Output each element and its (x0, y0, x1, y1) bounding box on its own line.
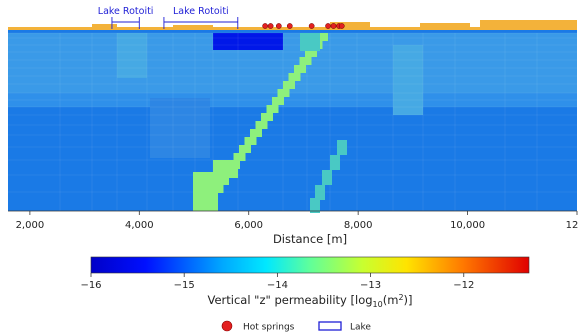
surface-strip (8, 27, 577, 30)
fault-zone-cell (244, 137, 257, 145)
fault-zone-cell (294, 65, 306, 73)
hot-spring-marker (308, 23, 315, 29)
hot-spring-marker (330, 23, 337, 29)
surface-topography (92, 24, 117, 30)
x-tick-label: 8,000 (344, 220, 373, 231)
colorbar-gradient (90, 256, 530, 274)
fault-zone-cell (193, 172, 218, 211)
x-axis-ticks: 2,000 4,000 6,000 8,000 10,000 12 (16, 211, 579, 231)
fault-zone-cell (217, 177, 229, 185)
fault-zone-cell (316, 33, 328, 41)
colorbar-ticks: −16 −15 −14 −13 −12 (80, 273, 474, 291)
fault-zone-cell (283, 81, 295, 89)
colorbar-label: Vertical "z" permeability [log10(m2)] (207, 293, 412, 309)
hot-spring-marker (267, 23, 274, 29)
hot-spring-marker (275, 23, 282, 29)
colorbar-tick-label: −13 (360, 280, 381, 291)
x-axis: 2,000 4,000 6,000 8,000 10,000 12 Distance [m… (8, 210, 579, 246)
lake-legend-marker (318, 321, 342, 331)
x-tick-label: 4,000 (125, 220, 154, 231)
fault-zone-cell (277, 89, 290, 97)
hot-spring-marker (325, 23, 331, 29)
lake-annotations: Lake Rotoiti Lake Rotoiti (98, 6, 239, 29)
fault-zone-cell (330, 155, 340, 170)
fault-zone-cell (337, 140, 347, 155)
fault-zone-cell (310, 198, 320, 213)
fault-zone-cell (266, 105, 279, 113)
lake-label: Lake Rotoiti (98, 6, 154, 17)
lighter-block (393, 45, 423, 115)
fault-zone-cell (299, 57, 312, 65)
hot-spring-marker (262, 23, 268, 29)
mid-block (150, 98, 210, 158)
x-axis-label: Distance [m] (273, 232, 347, 246)
low-permeability-block (213, 33, 283, 50)
x-tick-label: 10,000 (450, 220, 485, 231)
lighter-block (117, 33, 147, 78)
fault-zone-cell (300, 33, 320, 51)
cross-section-plot (8, 20, 577, 213)
colorbar-tick-label: −14 (267, 280, 288, 291)
x-tick-label: 6,000 (234, 220, 263, 231)
fault-zone-cell (213, 160, 238, 178)
colorbar: −16 −15 −14 −13 −12 Vertical "z" permeabilit… (80, 256, 530, 309)
fault-zone-cell (272, 97, 284, 105)
surface-topography (480, 20, 577, 30)
ground-surface (8, 20, 577, 30)
hot-springs-legend-label: Hot springs (243, 323, 295, 333)
fault-zone-cell (315, 185, 325, 200)
x-tick-label: 12 (566, 220, 579, 231)
colorbar-tick-label: −12 (453, 280, 474, 291)
mesh-grid-lines (8, 32, 577, 211)
fault-zone-cell (255, 121, 268, 129)
hot-springs-markers (262, 23, 345, 29)
surface-topography (173, 25, 213, 30)
fault-zone-cell (233, 153, 246, 161)
fault-zone (193, 33, 347, 213)
fault-zone-cell (288, 73, 301, 81)
hot-spring-marker (286, 23, 293, 29)
lake-label: Lake Rotoiti (173, 6, 229, 17)
colorbar-tick-label: −15 (174, 280, 195, 291)
fault-zone-cell (250, 129, 262, 137)
permeability-layers (8, 33, 577, 158)
fault-zone-cell (322, 170, 332, 185)
surface-topography (420, 23, 470, 29)
hot-spring-marker (338, 23, 345, 29)
hot-springs-legend-marker (221, 320, 233, 332)
fault-zone-cell (239, 145, 251, 153)
fault-zone-cell (305, 49, 317, 57)
surface-topography (330, 22, 370, 29)
fault-zone-cell (261, 113, 273, 121)
colorbar-tick-label: −16 (80, 280, 101, 291)
legend: Hot springs Lake (221, 320, 371, 333)
x-tick-label: 2,000 (16, 220, 45, 231)
lake-legend-label: Lake (350, 323, 371, 333)
